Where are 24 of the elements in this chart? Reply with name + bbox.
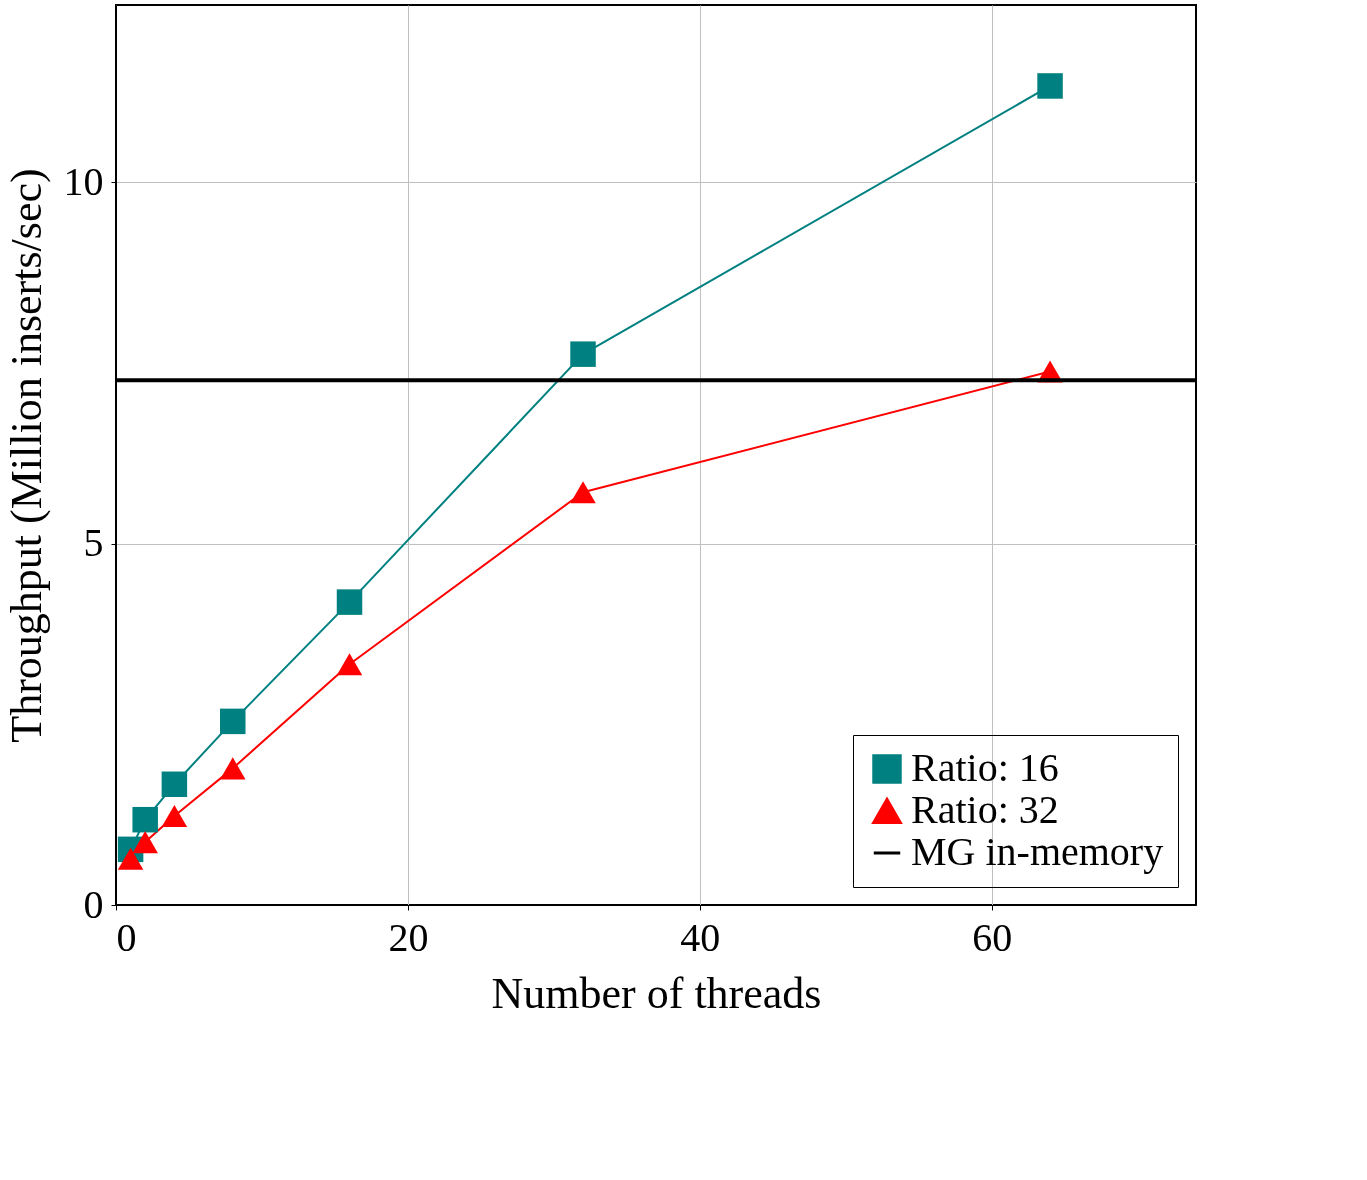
x-tick-label: 20 bbox=[388, 914, 429, 960]
x-axis-title: Number of threads bbox=[491, 968, 822, 1018]
y-tick-label: 0 bbox=[83, 881, 104, 927]
x-tick-label: 0 bbox=[116, 914, 137, 960]
legend-label: Ratio: 16 bbox=[911, 745, 1059, 790]
point bbox=[117, 847, 144, 870]
point bbox=[220, 708, 246, 735]
point bbox=[336, 653, 363, 676]
point bbox=[161, 805, 188, 828]
point bbox=[132, 806, 158, 833]
y-tick-label: 10 bbox=[63, 158, 104, 204]
point bbox=[336, 589, 363, 615]
y-tick-label: 5 bbox=[83, 520, 104, 566]
legend-label: MG in-memory bbox=[911, 829, 1164, 874]
legend-label: Ratio: 32 bbox=[911, 787, 1059, 832]
point bbox=[161, 771, 188, 798]
point bbox=[570, 481, 596, 504]
x-tick-label: 60 bbox=[972, 914, 1013, 960]
point bbox=[1037, 73, 1063, 99]
y-axis-title: Throughput (Million inserts/sec) bbox=[1, 168, 51, 743]
x-tick-label: 40 bbox=[680, 914, 721, 960]
point bbox=[220, 757, 246, 780]
point bbox=[570, 341, 596, 367]
point bbox=[132, 831, 158, 854]
